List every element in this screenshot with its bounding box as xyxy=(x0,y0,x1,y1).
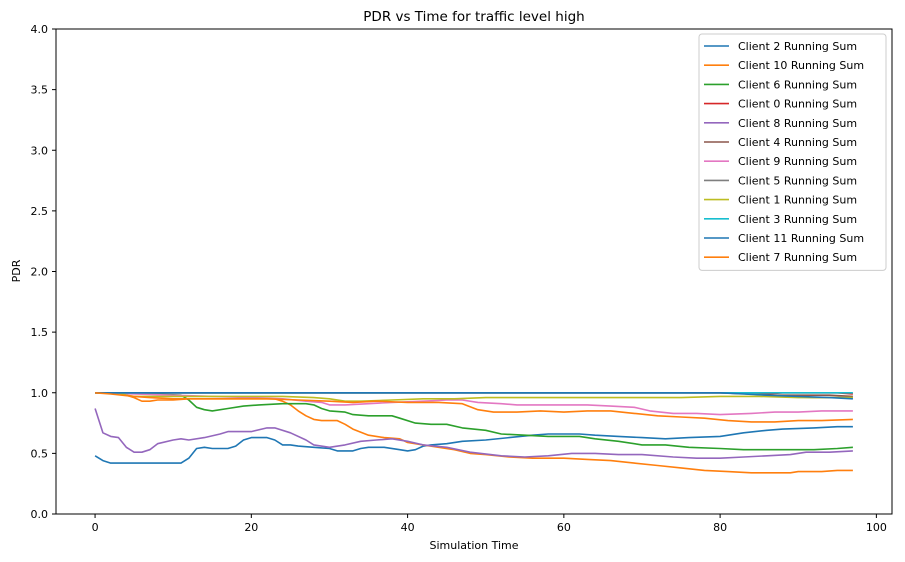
series-line-client-2-running-sum xyxy=(94,425,853,464)
x-tick-label: 80 xyxy=(713,521,727,534)
legend-label-client-11-running-sum: Client 11 Running Sum xyxy=(738,232,864,245)
y-axis-label: PDR xyxy=(10,259,23,282)
series-line-client-11-running-sum xyxy=(95,392,853,400)
y-tick-label: 3.5 xyxy=(31,84,49,97)
y-tick-label: 4.0 xyxy=(31,23,49,36)
legend-label-client-1-running-sum: Client 1 Running Sum xyxy=(738,194,857,207)
legend-label-client-5-running-sum: Client 5 Running Sum xyxy=(738,174,857,187)
legend-label-client-8-running-sum: Client 8 Running Sum xyxy=(738,117,857,130)
y-tick-label: 2.5 xyxy=(31,205,49,218)
legend-label-client-0-running-sum: Client 0 Running Sum xyxy=(738,98,857,111)
x-axis-label: Simulation Time xyxy=(429,539,518,552)
series-line-client-7-running-sum xyxy=(95,392,853,423)
x-tick-label: 20 xyxy=(244,521,258,534)
series-layer xyxy=(94,392,853,474)
y-tick-label: 3.0 xyxy=(31,144,49,157)
x-tick-label: 60 xyxy=(557,521,571,534)
x-axis: 0 20 40 60 80 100 xyxy=(92,514,887,534)
y-tick-label: 1.5 xyxy=(31,326,49,339)
legend-label-client-9-running-sum: Client 9 Running Sum xyxy=(738,155,857,168)
series-line-client-1-running-sum xyxy=(95,392,853,402)
x-tick-label: 40 xyxy=(401,521,415,534)
legend: Client 2 Running Sum Client 10 Running Su… xyxy=(698,33,887,271)
legend-label-client-2-running-sum: Client 2 Running Sum xyxy=(738,40,857,53)
y-tick-label: 0.5 xyxy=(31,447,49,460)
series-line-client-8-running-sum xyxy=(94,408,853,459)
y-tick-label: 1.0 xyxy=(31,387,49,400)
legend-label-client-3-running-sum: Client 3 Running Sum xyxy=(738,213,857,226)
chart-title: PDR vs Time for traffic level high xyxy=(363,9,584,25)
x-tick-label: 100 xyxy=(866,521,887,534)
x-tick-label: 0 xyxy=(92,521,99,534)
y-tick-label: 0.0 xyxy=(31,508,49,521)
legend-label-client-4-running-sum: Client 4 Running Sum xyxy=(738,136,857,149)
y-axis: 0.0 0.5 1.0 1.5 2.0 2.5 3.0 3.5 4.0 xyxy=(31,23,56,521)
legend-label-client-6-running-sum: Client 6 Running Sum xyxy=(738,78,857,91)
legend-box xyxy=(698,33,887,271)
legend-label-client-7-running-sum: Client 7 Running Sum xyxy=(738,251,857,264)
legend-label-client-10-running-sum: Client 10 Running Sum xyxy=(738,59,864,72)
series-line-client-6-running-sum xyxy=(95,392,853,451)
y-tick-label: 2.0 xyxy=(31,266,49,279)
